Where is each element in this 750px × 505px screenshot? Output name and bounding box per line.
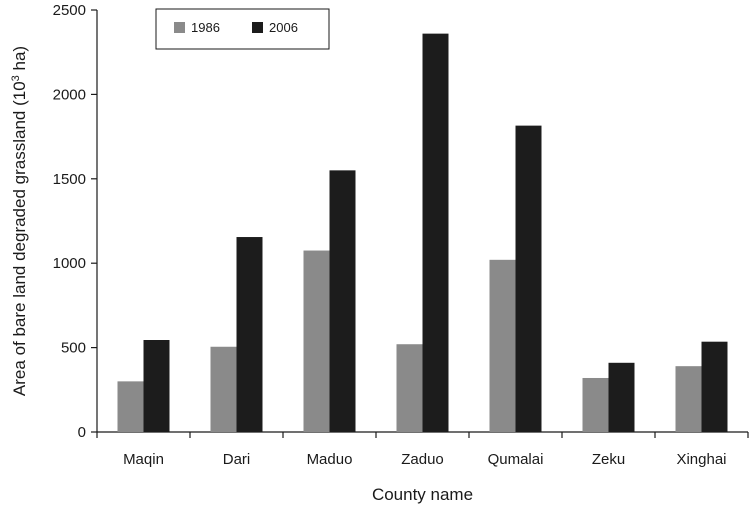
bar-maqin-2006 [143, 340, 170, 432]
x-tick-label-zeku: Zeku [592, 451, 625, 468]
bar-maduo-1986 [303, 250, 330, 432]
y-tick-label: 1500 [53, 171, 86, 188]
legend-label-2006: 2006 [269, 20, 298, 35]
legend: 1986 2006 [155, 8, 330, 50]
x-ticks: Maqin Dari Maduo Zaduo Qumalai Zeku Xinghai [96, 432, 749, 468]
bar-dari-1986 [210, 346, 237, 432]
bars [117, 33, 728, 433]
y-tick-label: 1000 [53, 255, 86, 272]
y-tick-label: 500 [61, 340, 86, 357]
x-tick-label-zaduo: Zaduo [401, 451, 444, 468]
x-tick-label-maduo: Maduo [307, 451, 353, 468]
bar-zeku-2006 [608, 362, 635, 432]
bar-xinghai-2006 [701, 341, 728, 432]
bar-zaduo-1986 [396, 344, 423, 432]
y-axis-title-main: Area of bare land degraded grassland (10 [10, 81, 29, 396]
x-axis-title: County name [372, 485, 473, 504]
y-ticks: 0 500 1000 1500 2000 2500 [53, 2, 97, 441]
bar-qumalai-1986 [489, 259, 516, 432]
y-tick-label: 2500 [53, 2, 86, 19]
y-tick-label: 2000 [53, 86, 86, 103]
y-tick-label: 0 [78, 424, 86, 441]
bar-maqin-1986 [117, 381, 144, 432]
x-tick-label-maqin: Maqin [123, 451, 164, 468]
legend-label-1986: 1986 [191, 20, 220, 35]
bar-zaduo-2006 [422, 33, 449, 433]
y-axis-title-end: ha) [10, 46, 29, 75]
x-tick-label-dari: Dari [223, 451, 251, 468]
bar-dari-2006 [236, 237, 263, 432]
bar-qumalai-2006 [515, 125, 542, 433]
x-tick-label-qumalai: Qumalai [488, 451, 544, 468]
legend-swatch-1986 [174, 22, 185, 33]
y-axis-title-superscript: 3 [10, 75, 22, 81]
legend-swatch-2006 [252, 22, 263, 33]
x-tick-label-xinghai: Xinghai [676, 451, 726, 468]
y-axis-title: Area of bare land degraded grassland (10… [10, 46, 29, 396]
bar-xinghai-1986 [675, 366, 702, 432]
bar-zeku-1986 [582, 377, 609, 432]
bar-maduo-2006 [329, 170, 356, 433]
